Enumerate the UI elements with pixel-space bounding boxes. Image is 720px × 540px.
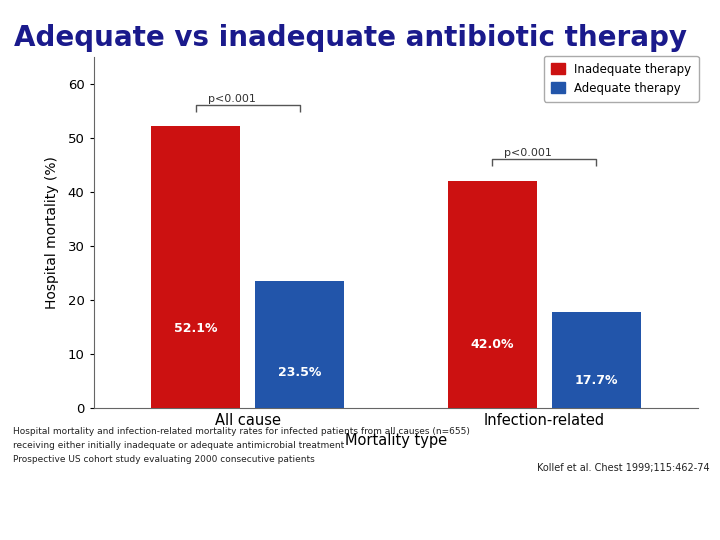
Text: Hannover: Hannover xyxy=(529,511,577,522)
Text: Kollef et al. Chest 1999;115:462-74: Kollef et al. Chest 1999;115:462-74 xyxy=(536,462,709,472)
Legend: Inadequate therapy, Adequate therapy: Inadequate therapy, Adequate therapy xyxy=(544,56,698,102)
Text: p<0.001: p<0.001 xyxy=(208,93,256,104)
Text: Hospital mortality and infection-related mortality rates for infected patients f: Hospital mortality and infection-related… xyxy=(13,427,470,436)
Text: M: M xyxy=(432,487,462,516)
Bar xyxy=(448,181,537,408)
Text: Prospective US cohort study evaluating 2000 consecutive patients: Prospective US cohort study evaluating 2… xyxy=(13,455,315,464)
Bar xyxy=(151,126,240,408)
Text: 42.0%: 42.0% xyxy=(471,338,514,350)
X-axis label: Mortality type: Mortality type xyxy=(345,433,447,448)
Text: H: H xyxy=(464,487,490,516)
Text: 23.5%: 23.5% xyxy=(278,366,321,379)
Text: Medizinische Hochschule: Medizinische Hochschule xyxy=(529,491,652,502)
Bar xyxy=(552,312,641,408)
Text: 17.7%: 17.7% xyxy=(575,374,618,387)
Text: Welte – Bremen 20.02.2014: Welte – Bremen 20.02.2014 xyxy=(13,509,184,519)
Y-axis label: Hospital mortality (%): Hospital mortality (%) xyxy=(45,156,59,309)
Text: H: H xyxy=(493,487,518,516)
Text: 52.1%: 52.1% xyxy=(174,322,217,335)
Bar xyxy=(255,281,344,408)
Text: receiving either initially inadequate or adequate antimicrobial treatment: receiving either initially inadequate or… xyxy=(13,441,344,450)
Text: Adequate vs inadequate antibiotic therapy: Adequate vs inadequate antibiotic therap… xyxy=(14,24,688,52)
Text: p<0.001: p<0.001 xyxy=(504,147,552,158)
